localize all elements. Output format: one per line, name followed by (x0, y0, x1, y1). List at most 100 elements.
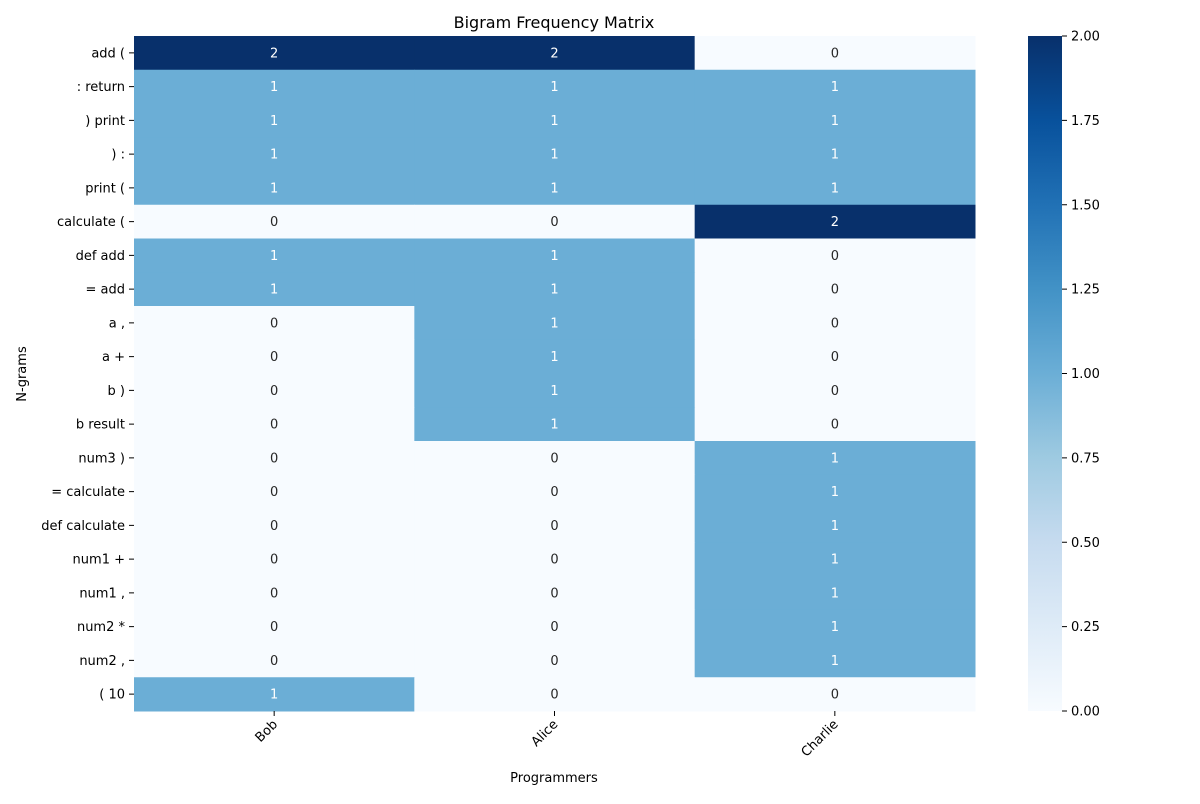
y-tick-label: = calculate (51, 485, 125, 500)
heatmap-cell (134, 171, 415, 206)
cell-annotation: 0 (270, 620, 278, 635)
heatmap-cell (694, 508, 976, 543)
heatmap-cell (134, 407, 415, 442)
heatmap-cell (134, 204, 415, 239)
chart-title: Bigram Frequency Matrix (454, 13, 655, 32)
cell-annotation: 1 (550, 114, 558, 129)
cell-annotation: 1 (831, 553, 839, 568)
x-tick-label: Charlie (799, 717, 842, 760)
cell-annotation: 0 (270, 485, 278, 500)
y-tick-label: a + (102, 350, 125, 365)
y-tick-label: a , (109, 316, 125, 331)
heatmap-cell (134, 373, 415, 408)
heatmap-cell (694, 272, 976, 307)
heatmap-cell (694, 542, 976, 577)
y-tick-label: ( 10 (99, 688, 125, 703)
colorbar-tick-label: 1.00 (1071, 367, 1100, 382)
heatmap-cell (694, 407, 976, 442)
heatmap-cell (414, 677, 696, 712)
cell-annotation: 0 (270, 215, 278, 230)
heatmap-cell (134, 474, 415, 509)
y-tick-label: ) print (85, 114, 125, 129)
cell-annotation: 1 (831, 519, 839, 534)
cell-annotation: 1 (550, 384, 558, 399)
y-tick-label: num2 * (77, 620, 126, 635)
cell-annotation: 0 (270, 553, 278, 568)
cell-annotation: 1 (831, 451, 839, 466)
x-tick-label: Bob (253, 717, 281, 745)
cell-annotation: 0 (550, 688, 558, 703)
heatmap-cell (414, 373, 696, 408)
cell-annotation: 1 (831, 485, 839, 500)
heatmap-cell (694, 306, 976, 341)
heatmap-cell (134, 508, 415, 543)
cell-annotation: 1 (270, 181, 278, 196)
heatmap-cell (134, 441, 415, 476)
cell-annotation: 0 (831, 46, 839, 61)
cell-annotation: 1 (831, 80, 839, 95)
cell-annotation: 0 (270, 586, 278, 601)
cell-annotation: 1 (270, 148, 278, 163)
heatmap-cell (414, 36, 696, 71)
y-tick-label: calculate ( (57, 215, 125, 230)
cell-annotation: 2 (831, 215, 839, 230)
cell-annotation: 0 (270, 316, 278, 331)
y-tick-label: : return (77, 80, 125, 95)
heatmap-cell (694, 339, 976, 374)
heatmap-cell (414, 542, 696, 577)
heatmap-cell (414, 272, 696, 307)
cell-annotation: 1 (550, 80, 558, 95)
heatmap-cell (694, 609, 976, 644)
colorbar: 0.00 0.25 0.50 0.75 1.00 1.25 1.50 1.75 2.00 (1028, 30, 1100, 720)
heatmap-cell (134, 306, 415, 341)
heatmap-cell (414, 576, 696, 611)
cell-annotation: 1 (270, 114, 278, 129)
heatmap-cell (694, 204, 976, 239)
heatmap-cell (134, 238, 415, 273)
heatmap-cell (134, 542, 415, 577)
colorbar-tick-label: 1.25 (1071, 283, 1100, 298)
cell-annotation: 0 (270, 451, 278, 466)
cell-annotation: 1 (550, 350, 558, 365)
cell-annotation: 0 (831, 283, 839, 298)
cell-annotations: 2 2 0 1 1 1 1 1 1 1 1 1 1 1 1 0 0 2 1 1 0 1 1 0 0 1 0 0 1 0 0 1 0 0 1 0 0 0 1 0… (270, 46, 839, 702)
cell-annotation: 1 (831, 181, 839, 196)
heatmap-cell (694, 69, 976, 104)
cell-annotation: 0 (270, 384, 278, 399)
heatmap-cell (414, 103, 696, 138)
heatmap-cell (694, 238, 976, 273)
heatmap-cell (134, 339, 415, 374)
heatmap-cell (134, 69, 415, 104)
cell-annotation: 0 (831, 350, 839, 365)
heatmap-cell (414, 508, 696, 543)
y-axis-label: N-grams (15, 346, 30, 402)
heatmap-cell (134, 609, 415, 644)
y-tick-label: b ) (108, 384, 125, 399)
cell-annotation: 1 (831, 586, 839, 601)
colorbar-gradient (1028, 36, 1062, 711)
heatmap-cell (134, 103, 415, 138)
cell-annotation: 1 (270, 249, 278, 264)
heatmap-cell (134, 36, 415, 71)
cell-annotation: 0 (831, 418, 839, 433)
heatmap-cell (414, 137, 696, 172)
cell-annotation: 2 (270, 46, 278, 61)
cell-annotation: 1 (550, 316, 558, 331)
y-tick-label: def calculate (41, 519, 125, 534)
y-tick-label: num1 + (73, 553, 125, 568)
y-axis-ticks: add (: return) print) : print (calculate … (41, 46, 134, 703)
cell-annotation: 0 (550, 485, 558, 500)
heatmap-cell (414, 238, 696, 273)
y-tick-label: def add (76, 249, 125, 264)
y-tick-label: ) : (111, 148, 125, 163)
cell-annotation: 0 (270, 519, 278, 534)
heatmap-cell (414, 609, 696, 644)
cell-annotation: 0 (831, 688, 839, 703)
cell-annotation: 1 (550, 418, 558, 433)
cell-annotation: 1 (270, 80, 278, 95)
cell-annotation: 0 (270, 654, 278, 669)
heatmap-cell (414, 171, 696, 206)
cell-annotation: 0 (270, 418, 278, 433)
cell-annotation: 0 (550, 451, 558, 466)
